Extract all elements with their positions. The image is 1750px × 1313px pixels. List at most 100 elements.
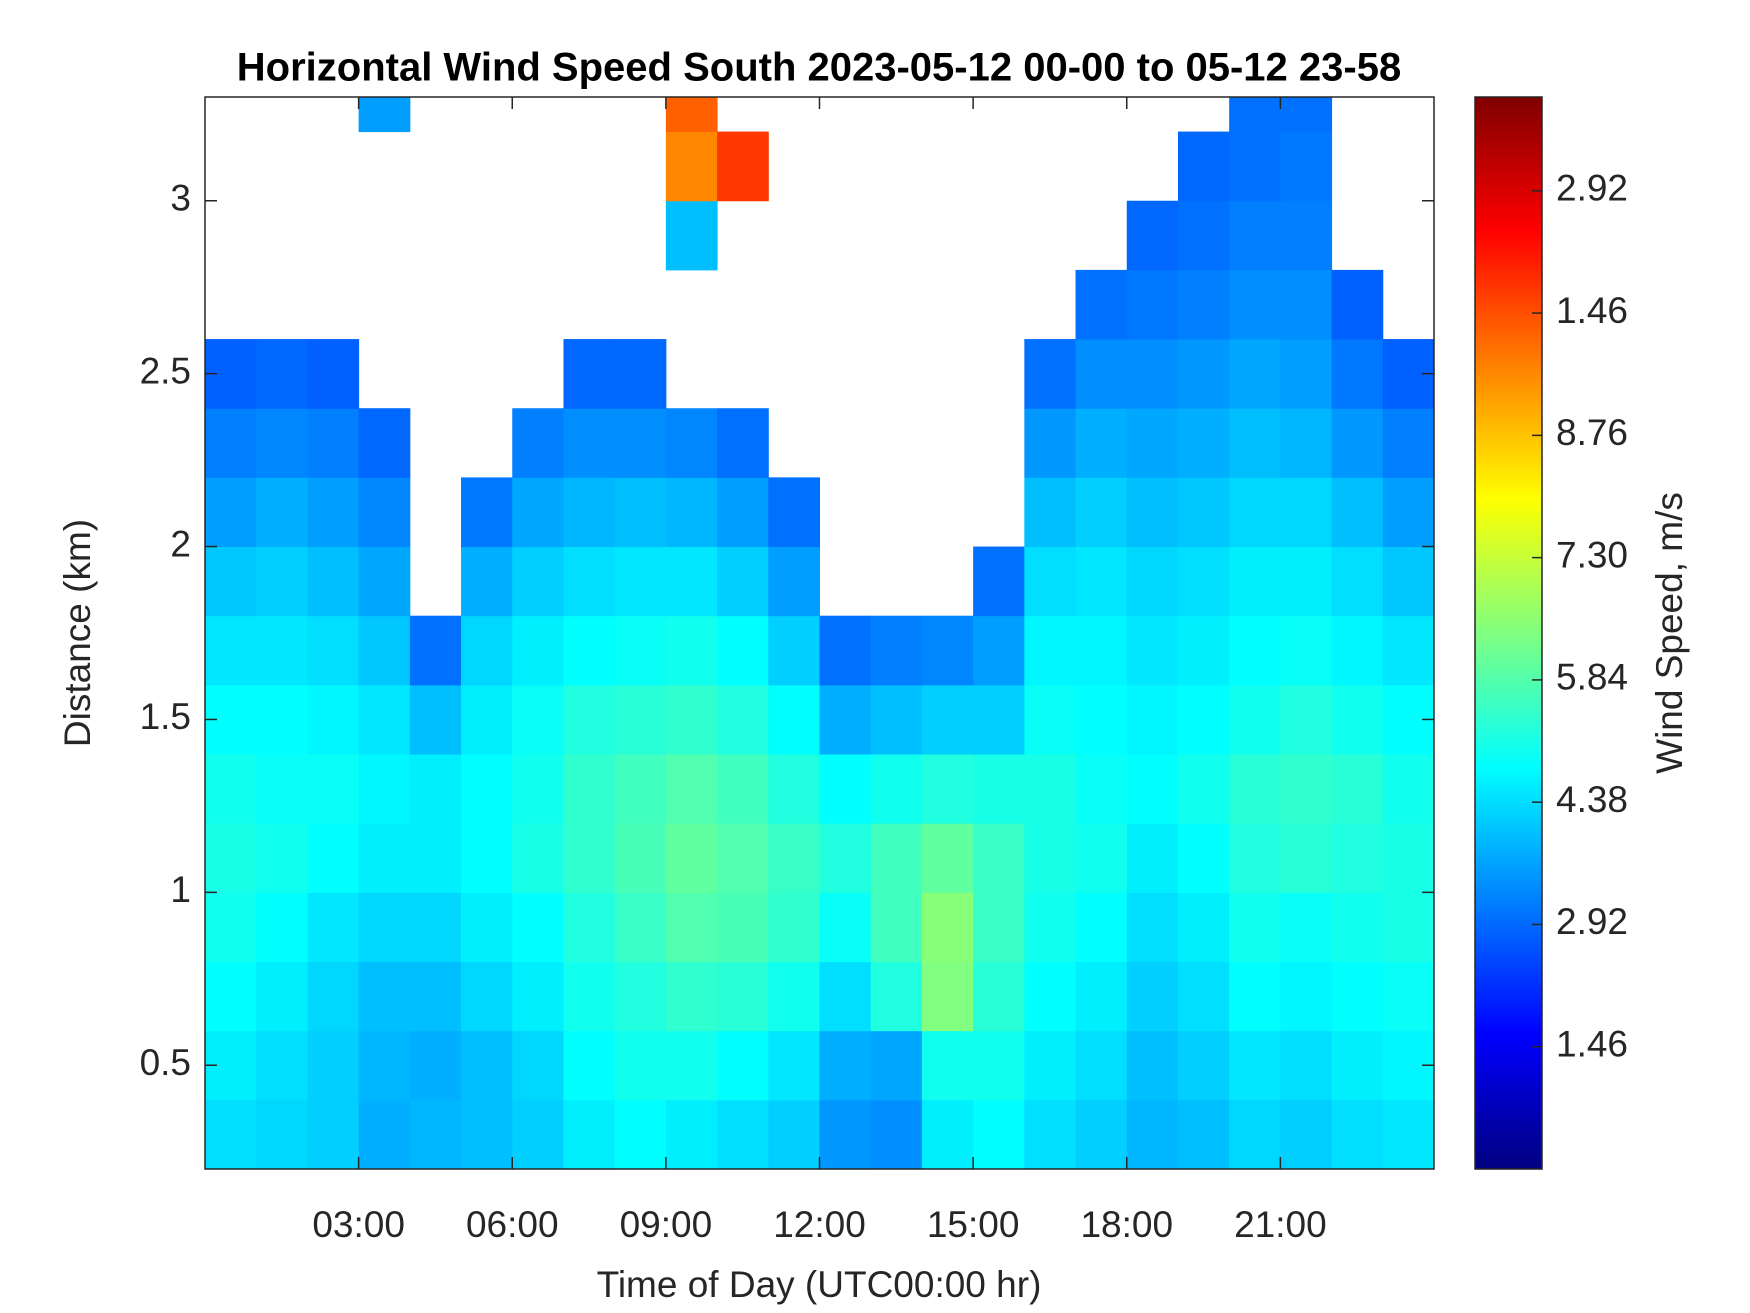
heatmap-cell bbox=[768, 961, 820, 1032]
heatmap-cell bbox=[921, 615, 974, 686]
heatmap-cell bbox=[205, 892, 257, 963]
heatmap-cell bbox=[1382, 961, 1434, 1032]
colorbar-tick-label: 1.46 bbox=[1556, 1024, 1628, 1065]
heatmap-cell bbox=[819, 961, 872, 1032]
colorbar-tick-label: 2.92 bbox=[1556, 168, 1628, 209]
heatmap-cell bbox=[1126, 200, 1179, 271]
heatmap-cell bbox=[1382, 823, 1434, 893]
heatmap-cell bbox=[512, 961, 564, 1032]
heatmap-cell bbox=[1177, 684, 1230, 755]
heatmap-cell bbox=[768, 684, 820, 755]
heatmap-cell bbox=[665, 1030, 718, 1101]
heatmap-cell bbox=[614, 961, 667, 1032]
y-tick-label: 1.5 bbox=[140, 696, 191, 737]
heatmap-cell bbox=[1280, 684, 1333, 755]
heatmap-cell bbox=[819, 754, 872, 824]
heatmap-cell bbox=[409, 1030, 462, 1101]
heatmap-cell bbox=[1024, 823, 1077, 893]
heatmap-cell bbox=[1075, 269, 1128, 340]
heatmap-cell bbox=[614, 892, 667, 963]
heatmap-cell bbox=[1075, 961, 1128, 1032]
heatmap-cell bbox=[1280, 1099, 1333, 1169]
heatmap-cell bbox=[1280, 339, 1333, 409]
heatmap-cell bbox=[409, 961, 462, 1032]
heatmap-cell bbox=[973, 684, 1025, 755]
heatmap-cell bbox=[563, 961, 616, 1032]
heatmap-cell bbox=[563, 1030, 616, 1101]
heatmap-cell bbox=[307, 615, 360, 686]
heatmap-cell bbox=[665, 200, 718, 271]
heatmap-cell bbox=[461, 754, 513, 824]
heatmap-cell bbox=[717, 892, 769, 963]
heatmap-cell bbox=[358, 1030, 411, 1101]
heatmap-cell bbox=[1382, 477, 1434, 548]
heatmap-cell bbox=[665, 684, 718, 755]
heatmap-cell bbox=[1075, 1099, 1128, 1169]
y-tick-label: 0.5 bbox=[140, 1042, 191, 1083]
heatmap-cell bbox=[1177, 823, 1230, 893]
y-axis-label: Distance (km) bbox=[57, 519, 98, 747]
heatmap-cell bbox=[1126, 892, 1179, 963]
heatmap-cell bbox=[512, 823, 564, 893]
heatmap-cell bbox=[717, 615, 769, 686]
heatmap-cell bbox=[1229, 684, 1281, 755]
heatmap-cell bbox=[1075, 615, 1128, 686]
heatmap-cell bbox=[1177, 1099, 1230, 1169]
heatmap-cell bbox=[1229, 408, 1281, 478]
heatmap-cell bbox=[256, 892, 308, 963]
heatmap-cell bbox=[1177, 131, 1230, 202]
heatmap-cell bbox=[614, 684, 667, 755]
heatmap-cell bbox=[973, 1030, 1025, 1101]
heatmap-cell bbox=[358, 477, 411, 548]
heatmap-cell bbox=[461, 961, 513, 1032]
heatmap-cell bbox=[1229, 823, 1281, 893]
heatmap-cell bbox=[409, 892, 462, 963]
heatmap-cell bbox=[307, 546, 360, 617]
heatmap-cell bbox=[614, 477, 667, 548]
heatmap-cell bbox=[1331, 546, 1384, 617]
heatmap-cell bbox=[461, 546, 513, 617]
heatmap-cell bbox=[1229, 615, 1281, 686]
colorbar-label: Wind Speed, m/s bbox=[1649, 492, 1690, 774]
y-tick-label: 1 bbox=[170, 869, 191, 910]
heatmap-cell bbox=[768, 1030, 820, 1101]
heatmap-cell bbox=[717, 546, 769, 617]
heatmap-cell bbox=[973, 961, 1025, 1032]
heatmap-cell bbox=[256, 615, 308, 686]
heatmap-cell bbox=[717, 684, 769, 755]
heatmap-cell bbox=[205, 823, 257, 893]
heatmap-cell bbox=[819, 1099, 872, 1169]
heatmap-cell bbox=[1331, 1030, 1384, 1101]
heatmap-cell bbox=[1229, 546, 1281, 617]
heatmap-cell bbox=[1331, 1099, 1384, 1169]
heatmap-cell bbox=[768, 615, 820, 686]
heatmap-cell bbox=[921, 961, 974, 1032]
heatmap-cell bbox=[205, 546, 257, 617]
heatmap-cell bbox=[1126, 408, 1179, 478]
heatmap-cell bbox=[512, 1099, 564, 1169]
x-tick-label: 06:00 bbox=[466, 1204, 559, 1245]
heatmap-cell bbox=[1229, 1099, 1281, 1169]
heatmap-cell bbox=[1177, 754, 1230, 824]
heatmap-cell bbox=[409, 684, 462, 755]
heatmap-cell bbox=[1382, 546, 1434, 617]
heatmap-cell bbox=[307, 1099, 360, 1169]
heatmap-cell bbox=[614, 546, 667, 617]
heatmap-cell bbox=[461, 477, 513, 548]
heatmap-cell bbox=[665, 615, 718, 686]
heatmap-cell bbox=[870, 823, 923, 893]
heatmap-cell bbox=[1024, 754, 1077, 824]
heatmap-cell bbox=[1075, 339, 1128, 409]
heatmap-cell bbox=[973, 615, 1025, 686]
heatmap-cell bbox=[665, 961, 718, 1032]
heatmap-cell bbox=[1229, 754, 1281, 824]
heatmap-cell bbox=[921, 892, 974, 963]
heatmap-cell bbox=[1331, 408, 1384, 478]
heatmap-cell bbox=[1075, 754, 1128, 824]
heatmap-cell bbox=[563, 477, 616, 548]
heatmap-cell bbox=[1229, 269, 1281, 340]
heatmap-cell bbox=[1126, 477, 1179, 548]
heatmap-cell bbox=[512, 546, 564, 617]
heatmap-cell bbox=[870, 892, 923, 963]
heatmap-cell bbox=[1126, 269, 1179, 340]
